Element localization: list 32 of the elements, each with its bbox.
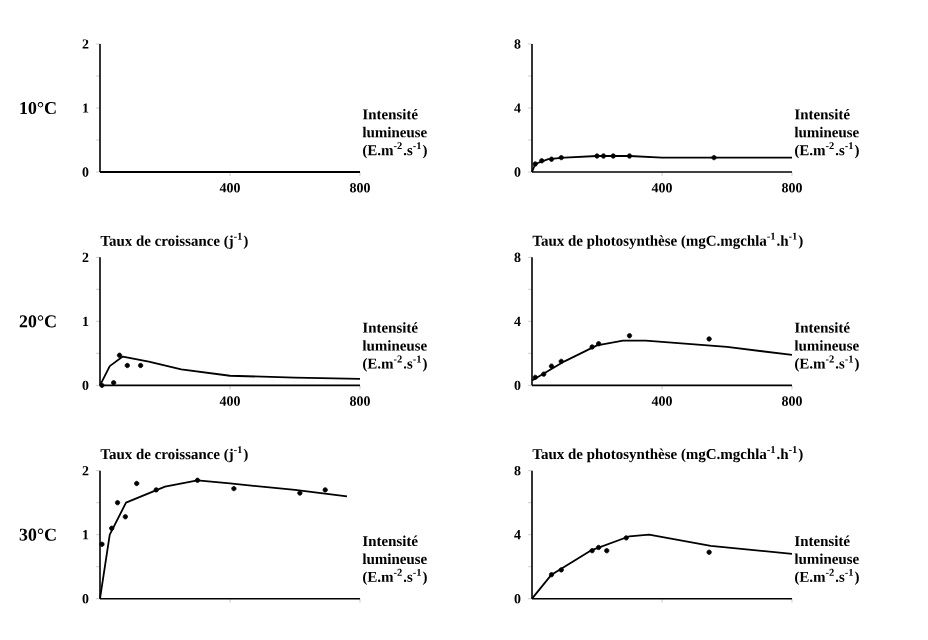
point	[116, 352, 123, 358]
point	[194, 477, 201, 483]
point	[541, 371, 547, 377]
point	[124, 362, 130, 369]
point	[626, 333, 633, 339]
point	[122, 514, 128, 520]
point	[134, 480, 140, 487]
point	[153, 487, 159, 493]
point	[111, 380, 117, 386]
text: 30°C	[19, 528, 56, 541]
point	[548, 572, 555, 578]
point	[596, 341, 602, 347]
point	[114, 500, 121, 506]
point	[99, 541, 105, 547]
point	[322, 487, 328, 493]
point	[532, 374, 538, 380]
point	[596, 544, 602, 551]
point	[548, 363, 555, 369]
point	[706, 549, 712, 555]
text: 10°C	[20, 101, 56, 115]
point	[558, 567, 564, 573]
point	[138, 362, 144, 369]
point	[231, 486, 237, 492]
point	[558, 358, 564, 364]
point	[297, 490, 303, 496]
point	[589, 344, 595, 350]
point	[589, 548, 595, 554]
point	[109, 525, 115, 531]
point	[604, 548, 610, 554]
point	[623, 535, 629, 541]
text: 20°C	[19, 315, 56, 328]
point	[706, 336, 712, 342]
